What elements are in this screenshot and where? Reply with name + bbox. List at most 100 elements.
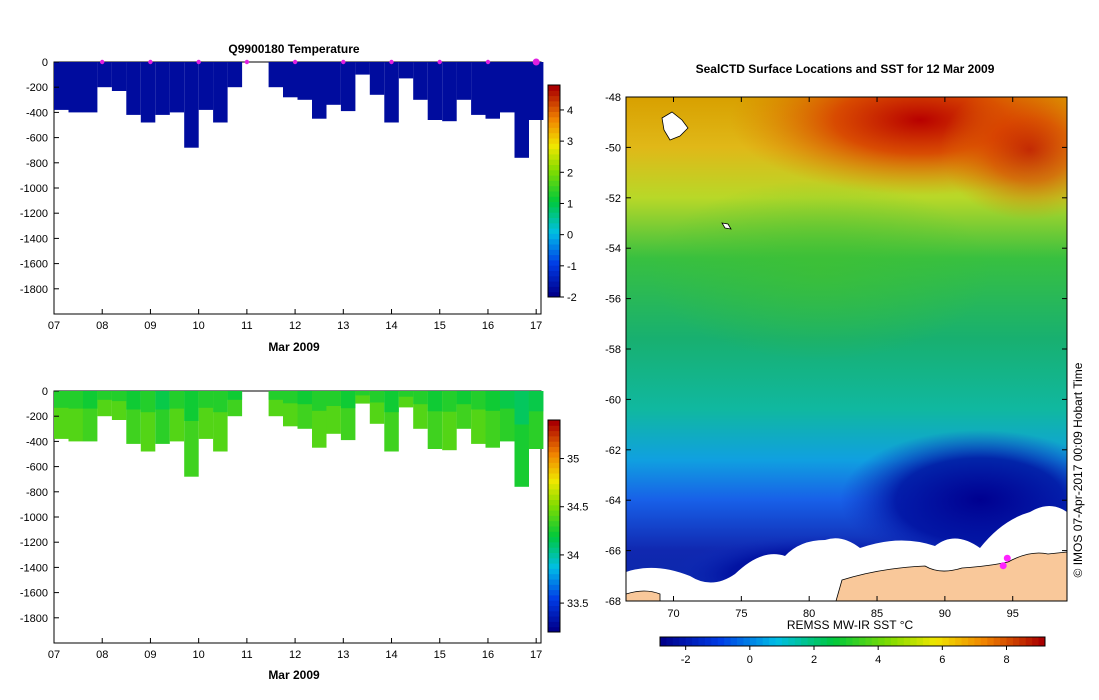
salinity-colorbar-segment xyxy=(548,510,560,516)
salinity-profile-surface-cell xyxy=(111,391,127,402)
temperature-colorbar-segment xyxy=(548,217,560,224)
sst-colorbar-segment xyxy=(749,637,757,646)
salinity-colorbar-segment xyxy=(548,584,560,591)
salinity-colorbar-segment xyxy=(548,557,560,564)
temperature-profile-cell xyxy=(82,62,98,113)
salinity-y-tick-label: -1200 xyxy=(20,537,48,549)
temperature-y-tick-label: -200 xyxy=(26,82,48,94)
temperature-colorbar-segment xyxy=(548,249,560,256)
sst-colorbar-segment xyxy=(916,637,924,646)
temperature-y-tick-label: -1000 xyxy=(20,183,48,195)
temperature-colorbar-tick-label: 4 xyxy=(567,105,573,117)
salinity-colorbar-segment xyxy=(548,541,560,548)
temperature-colorbar-segment xyxy=(548,238,560,245)
salinity-colorbar-segment xyxy=(548,430,560,437)
salinity-colorbar-tick-label: 35 xyxy=(567,454,579,466)
sst-colorbar-segment xyxy=(846,637,853,646)
salinity-y-tick-label: -1600 xyxy=(20,588,48,600)
temperature-profile-cell xyxy=(54,62,69,110)
temperature-x-tick-label: 12 xyxy=(289,320,301,332)
salinity-colorbar-segment xyxy=(548,568,560,575)
sst-colorbar-segment xyxy=(980,637,988,646)
salinity-y-tick-label: -1400 xyxy=(20,562,48,574)
temperature-x-tick-label: 13 xyxy=(337,320,349,332)
sst-colorbar-tick-label: -2 xyxy=(681,654,691,666)
temperature-profile-cell xyxy=(514,62,529,158)
salinity-colorbar-segment xyxy=(548,563,560,569)
temperature-colorbar-segment xyxy=(548,244,560,250)
sst-x-tick-label: 70 xyxy=(667,608,679,620)
sst-colorbar-segment xyxy=(1038,637,1046,646)
temperature-profile-cell xyxy=(326,62,341,105)
salinity-profile-surface-cell xyxy=(184,391,199,421)
salinity-colorbar: 33.5 34 34.5 35 xyxy=(547,419,588,633)
sst-colorbar-segment xyxy=(679,637,687,646)
temperature-profile-cell xyxy=(500,62,515,113)
sst-colorbar-segment xyxy=(704,637,712,646)
salinity-profile-surface-cell xyxy=(155,391,170,410)
sst-colorbar-segment xyxy=(711,637,719,646)
temperature-colorbar-segment xyxy=(548,270,560,277)
salinity-colorbar-segment xyxy=(548,616,560,622)
temperature-colorbar-segment xyxy=(548,259,560,266)
salinity-colorbar-segment xyxy=(548,594,560,601)
temperature-colorbar-segment xyxy=(548,222,560,229)
sst-colorbar-segment xyxy=(807,637,815,646)
salinity-profile-surface-cell xyxy=(340,391,356,409)
temperature-colorbar-segment xyxy=(548,90,560,97)
sst-colorbar-segment xyxy=(897,637,905,646)
salinity-x-tick-label: 09 xyxy=(144,649,156,661)
salinity-profile-surface-cell xyxy=(398,391,414,397)
salinity-profile-surface-cell xyxy=(126,391,141,410)
sst-map: 70 75 80 85 90 95 -48 -50 -52 -54 -56 -58 -60 -62 -64 -… xyxy=(605,92,1068,620)
sst-colorbar: -2 0 2 4 6 8 xyxy=(659,636,1046,666)
sst-colorbar-segment xyxy=(955,637,963,646)
salinity-y-tick-label: -1000 xyxy=(20,512,48,524)
sst-y-tick-label: -50 xyxy=(605,142,621,154)
salinity-colorbar-segment xyxy=(548,462,560,469)
temperature-profile-cell xyxy=(97,62,112,88)
sst-colorbar-segment xyxy=(929,637,937,646)
salinity-colorbar-segment xyxy=(548,605,560,612)
sst-colorbar-segment xyxy=(1012,637,1020,646)
temperature-profile-cell xyxy=(384,62,399,123)
sst-colorbar-tick-label: 2 xyxy=(811,654,817,666)
temperature-profile-cell xyxy=(126,62,141,115)
salinity-x-tick-label: 16 xyxy=(482,649,494,661)
sst-colorbar-segment xyxy=(993,637,1001,646)
sst-colorbar-segment xyxy=(794,637,802,646)
temperature-profiles xyxy=(54,58,544,158)
temperature-profile-cell xyxy=(340,62,356,112)
salinity-colorbar-segment xyxy=(548,478,560,485)
sst-colorbar-segment xyxy=(974,637,982,646)
salinity-colorbar-segment xyxy=(548,621,560,628)
salinity-x-tick-label: 15 xyxy=(434,649,446,661)
salinity-colorbar-segment xyxy=(548,531,560,538)
sst-y-tick-label: -64 xyxy=(605,495,621,507)
temperature-profile-cell xyxy=(312,62,327,119)
temperature-colorbar-tick-label: 3 xyxy=(567,136,573,148)
temperature-y-tick-label: 0 xyxy=(42,57,48,69)
temperature-colorbar-segment xyxy=(548,228,560,234)
sst-x-tick-label: 75 xyxy=(735,608,747,620)
temperature-colorbar-segment xyxy=(548,212,560,218)
temperature-profile-cell xyxy=(369,62,385,95)
salinity-profile-surface-cell xyxy=(500,391,515,409)
salinity-profile-surface-cell xyxy=(227,391,243,400)
salinity-profile-surface-cell xyxy=(456,391,472,405)
temperature-colorbar-segment xyxy=(548,254,560,261)
sst-colorbar-frame xyxy=(659,636,1046,647)
sst-colorbar-segment xyxy=(730,637,738,646)
salinity-profile-surface-cell xyxy=(198,391,214,408)
temperature-colorbar-segment xyxy=(548,175,560,181)
salinity-profile-surface-cell xyxy=(427,391,443,412)
temperature-colorbar-segment xyxy=(548,127,560,134)
sst-colorbar-segment xyxy=(820,637,828,646)
temperature-x-tick-label: 09 xyxy=(144,320,156,332)
salinity-profile-surface-cell xyxy=(384,391,399,413)
sst-colorbar-label: REMSS MW-IR SST °C xyxy=(787,618,914,632)
salinity-x-tick-label: 07 xyxy=(48,649,60,661)
temperature-x-tick-label: 08 xyxy=(96,320,108,332)
temperature-colorbar-tick-label: 0 xyxy=(567,230,573,242)
temperature-profile-cell xyxy=(227,62,243,88)
